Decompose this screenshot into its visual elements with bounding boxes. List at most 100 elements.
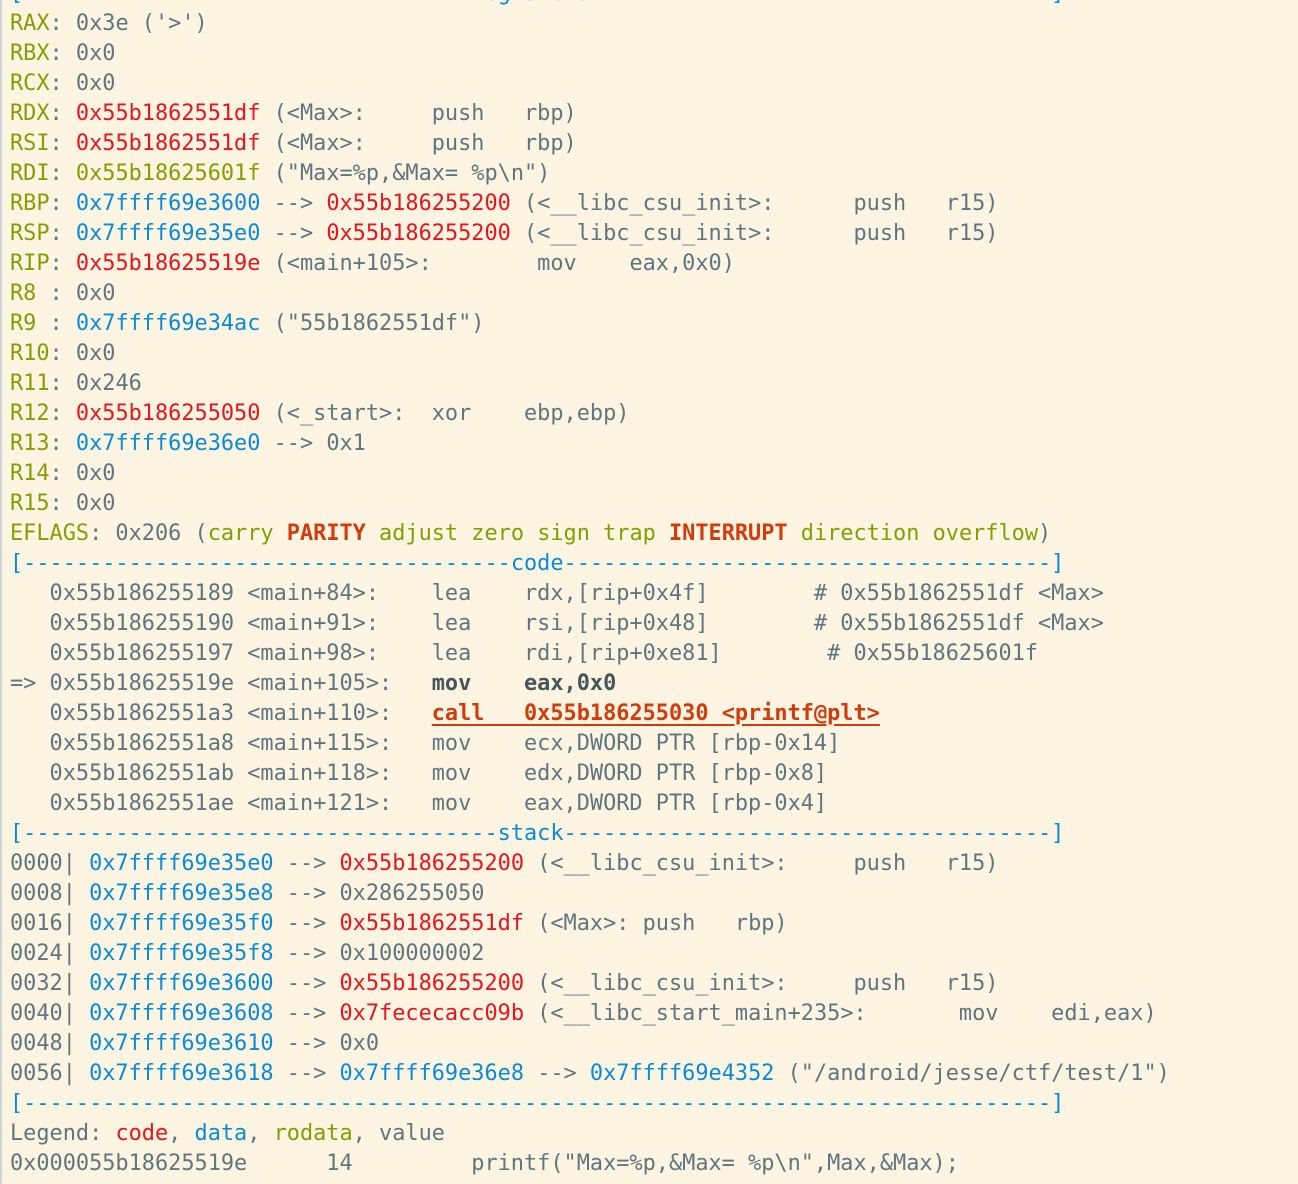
text-segment: : 0x3e ('>')	[49, 11, 208, 36]
text-segment: --> 0x0	[273, 1031, 380, 1056]
text-segment: 0016|	[10, 911, 90, 936]
text-segment: -->	[260, 191, 327, 216]
text-segment: R10	[10, 341, 50, 366]
text-segment: 0048|	[10, 1031, 90, 1056]
text-segment: : 0x0	[49, 491, 116, 516]
text-segment: RAX	[10, 11, 50, 36]
text-segment: -------------------------------------]	[563, 551, 1065, 576]
text-segment: :	[49, 401, 76, 426]
text-segment: R11	[10, 371, 50, 396]
text-segment: 0032|	[10, 971, 90, 996]
text-segment: 0x7ffff69e36e8	[339, 1061, 525, 1086]
code-line: 0x55b1862551a3 <main+110>: call 0x55b186…	[10, 699, 1170, 729]
text-segment: -->	[273, 971, 340, 996]
text-segment: (<Max>: push rbp)	[260, 131, 577, 156]
text-segment: [----------------------------------	[10, 0, 471, 6]
eflags-register-line: EFLAGS: 0x206 (carry PARITY adjust zero …	[10, 519, 1170, 549]
text-segment: 0x55b186255200	[326, 191, 511, 216]
text-segment: RDX	[10, 101, 50, 126]
text-segment: :	[49, 431, 76, 456]
text-segment: -->	[273, 911, 340, 936]
text-segment: -->	[273, 1001, 340, 1026]
text-segment: -----------------------------------]	[590, 0, 1064, 6]
text-segment: 0x7ffff69e35e0	[89, 851, 274, 876]
text-segment: R13	[10, 431, 50, 456]
text-segment: -->	[273, 851, 340, 876]
text-segment: 0x55b18625601f	[75, 161, 261, 186]
text-segment: 0x55b186255050	[75, 401, 261, 426]
rbx-register-line: RBX: 0x0	[10, 39, 1170, 69]
text-segment: [-------------------------------------	[10, 551, 511, 576]
code-line: 0x55b186255190 <main+91>: lea rsi,[rip+0…	[10, 609, 1170, 639]
text-segment: carry	[207, 521, 287, 546]
r13-register-line: R13: 0x7ffff69e36e0 --> 0x1	[10, 429, 1170, 459]
text-segment: : 0x0	[49, 281, 116, 306]
text-segment: 0x7ffff69e3600	[89, 971, 274, 996]
text-segment: PARITY	[286, 521, 366, 546]
text-segment: -->	[524, 1061, 590, 1086]
stack-entry: 0008| 0x7ffff69e35e8 --> 0x286255050	[10, 879, 1170, 909]
text-segment: (<__libc_csu_init>: push r15)	[510, 191, 999, 216]
text-segment: 0x55b186255189 <main+84>: lea rdx,[rip+0…	[10, 581, 1104, 606]
text-segment: : 0x0	[49, 71, 116, 96]
text-segment: 0x7ffff69e36e0	[75, 431, 261, 456]
text-segment: 0x7ffff69e35f8	[89, 941, 274, 966]
text-segment: --> 0x100000002	[273, 941, 485, 966]
text-segment: stack	[497, 821, 564, 846]
text-segment: -------------------------------------]	[563, 821, 1065, 846]
stack-entry: 0048| 0x7ffff69e3610 --> 0x0	[10, 1029, 1170, 1059]
text-segment: (<__libc_start_main+235>: mov edi,eax)	[524, 1001, 1157, 1026]
text-segment: (<_start>: xor ebp,ebp)	[260, 401, 630, 426]
text-segment: R12	[10, 401, 50, 426]
terminal-left-edge	[0, 0, 2, 1184]
rcx-register-line: RCX: 0x0	[10, 69, 1170, 99]
stack-entry: 0016| 0x7ffff69e35f0 --> 0x55b1862551df …	[10, 909, 1170, 939]
text-segment: 0x7ffff69e35e8	[89, 881, 274, 906]
text-segment: 0x000055b18625519e 14 printf("Max=%p,&Ma…	[10, 1151, 959, 1176]
gdb-peda-terminal[interactable]: [----------------------------------regis…	[10, 0, 1170, 1179]
text-segment: ("55b1862551df")	[260, 311, 485, 336]
text-segment: data	[194, 1121, 248, 1146]
text-segment: 0x7ffff69e3600	[75, 191, 261, 216]
rbp-register-line: RBP: 0x7ffff69e3600 --> 0x55b186255200 (…	[10, 189, 1170, 219]
text-segment: -->	[273, 1061, 340, 1086]
code-header: [-------------------------------------co…	[10, 549, 1170, 579]
text-segment: --> 0x286255050	[273, 881, 485, 906]
r15-register-line: R15: 0x0	[10, 489, 1170, 519]
code-line: 0x55b1862551a8 <main+115>: mov ecx,DWORD…	[10, 729, 1170, 759]
r9-register-line: R9 : 0x7ffff69e34ac ("55b1862551df")	[10, 309, 1170, 339]
text-segment: 0x55b186255200	[326, 221, 511, 246]
text-segment: 0x7ffff69e35e0	[75, 221, 261, 246]
text-segment: 0x7ffff69e4352	[589, 1061, 775, 1086]
text-segment: 0008|	[10, 881, 90, 906]
text-segment: 0x7ffff69e35f0	[89, 911, 274, 936]
text-segment: 0x55b1862551a8 <main+115>: mov ecx,DWORD…	[10, 731, 841, 756]
text-segment: code	[115, 1121, 169, 1146]
text-segment: 0024|	[10, 941, 90, 966]
text-segment: 0x55b1862551a3 <main+110>:	[10, 701, 432, 726]
text-segment: (<__libc_csu_init>: push r15)	[510, 221, 999, 246]
text-segment: 0x55b186255190 <main+91>: lea rsi,[rip+0…	[10, 611, 1104, 636]
text-segment: 0x55b1862551df	[339, 911, 525, 936]
r12-register-line: R12: 0x55b186255050 (<_start>: xor ebp,e…	[10, 399, 1170, 429]
stack-entry: 0056| 0x7ffff69e3618 --> 0x7ffff69e36e8 …	[10, 1059, 1170, 1089]
text-segment: adjust zero sign trap	[365, 521, 669, 546]
text-segment: :	[49, 191, 76, 216]
text-segment: => 0x55b18625519e <main+105>:	[10, 671, 432, 696]
text-segment: 0x55b1862551df	[75, 131, 261, 156]
text-segment: : 0x0	[49, 461, 116, 486]
text-segment: RDI	[10, 161, 50, 186]
text-segment: 0x7fececacc09b	[339, 1001, 525, 1026]
rsi-register-line: RSI: 0x55b1862551df (<Max>: push rbp)	[10, 129, 1170, 159]
text-segment: : 0x0	[49, 341, 116, 366]
text-segment: (<Max>: push rbp)	[524, 911, 788, 936]
text-segment: 0x55b1862551df	[75, 101, 261, 126]
text-segment: :	[49, 221, 76, 246]
text-segment: ,	[168, 1121, 195, 1146]
text-segment: -->	[260, 221, 327, 246]
text-segment: 0x7ffff69e3610	[89, 1031, 274, 1056]
text-segment: 0x7ffff69e3608	[89, 1001, 274, 1026]
text-segment: 0x55b186255200	[339, 851, 525, 876]
text-segment: 0x7ffff69e3618	[89, 1061, 274, 1086]
text-segment: :	[49, 131, 76, 156]
